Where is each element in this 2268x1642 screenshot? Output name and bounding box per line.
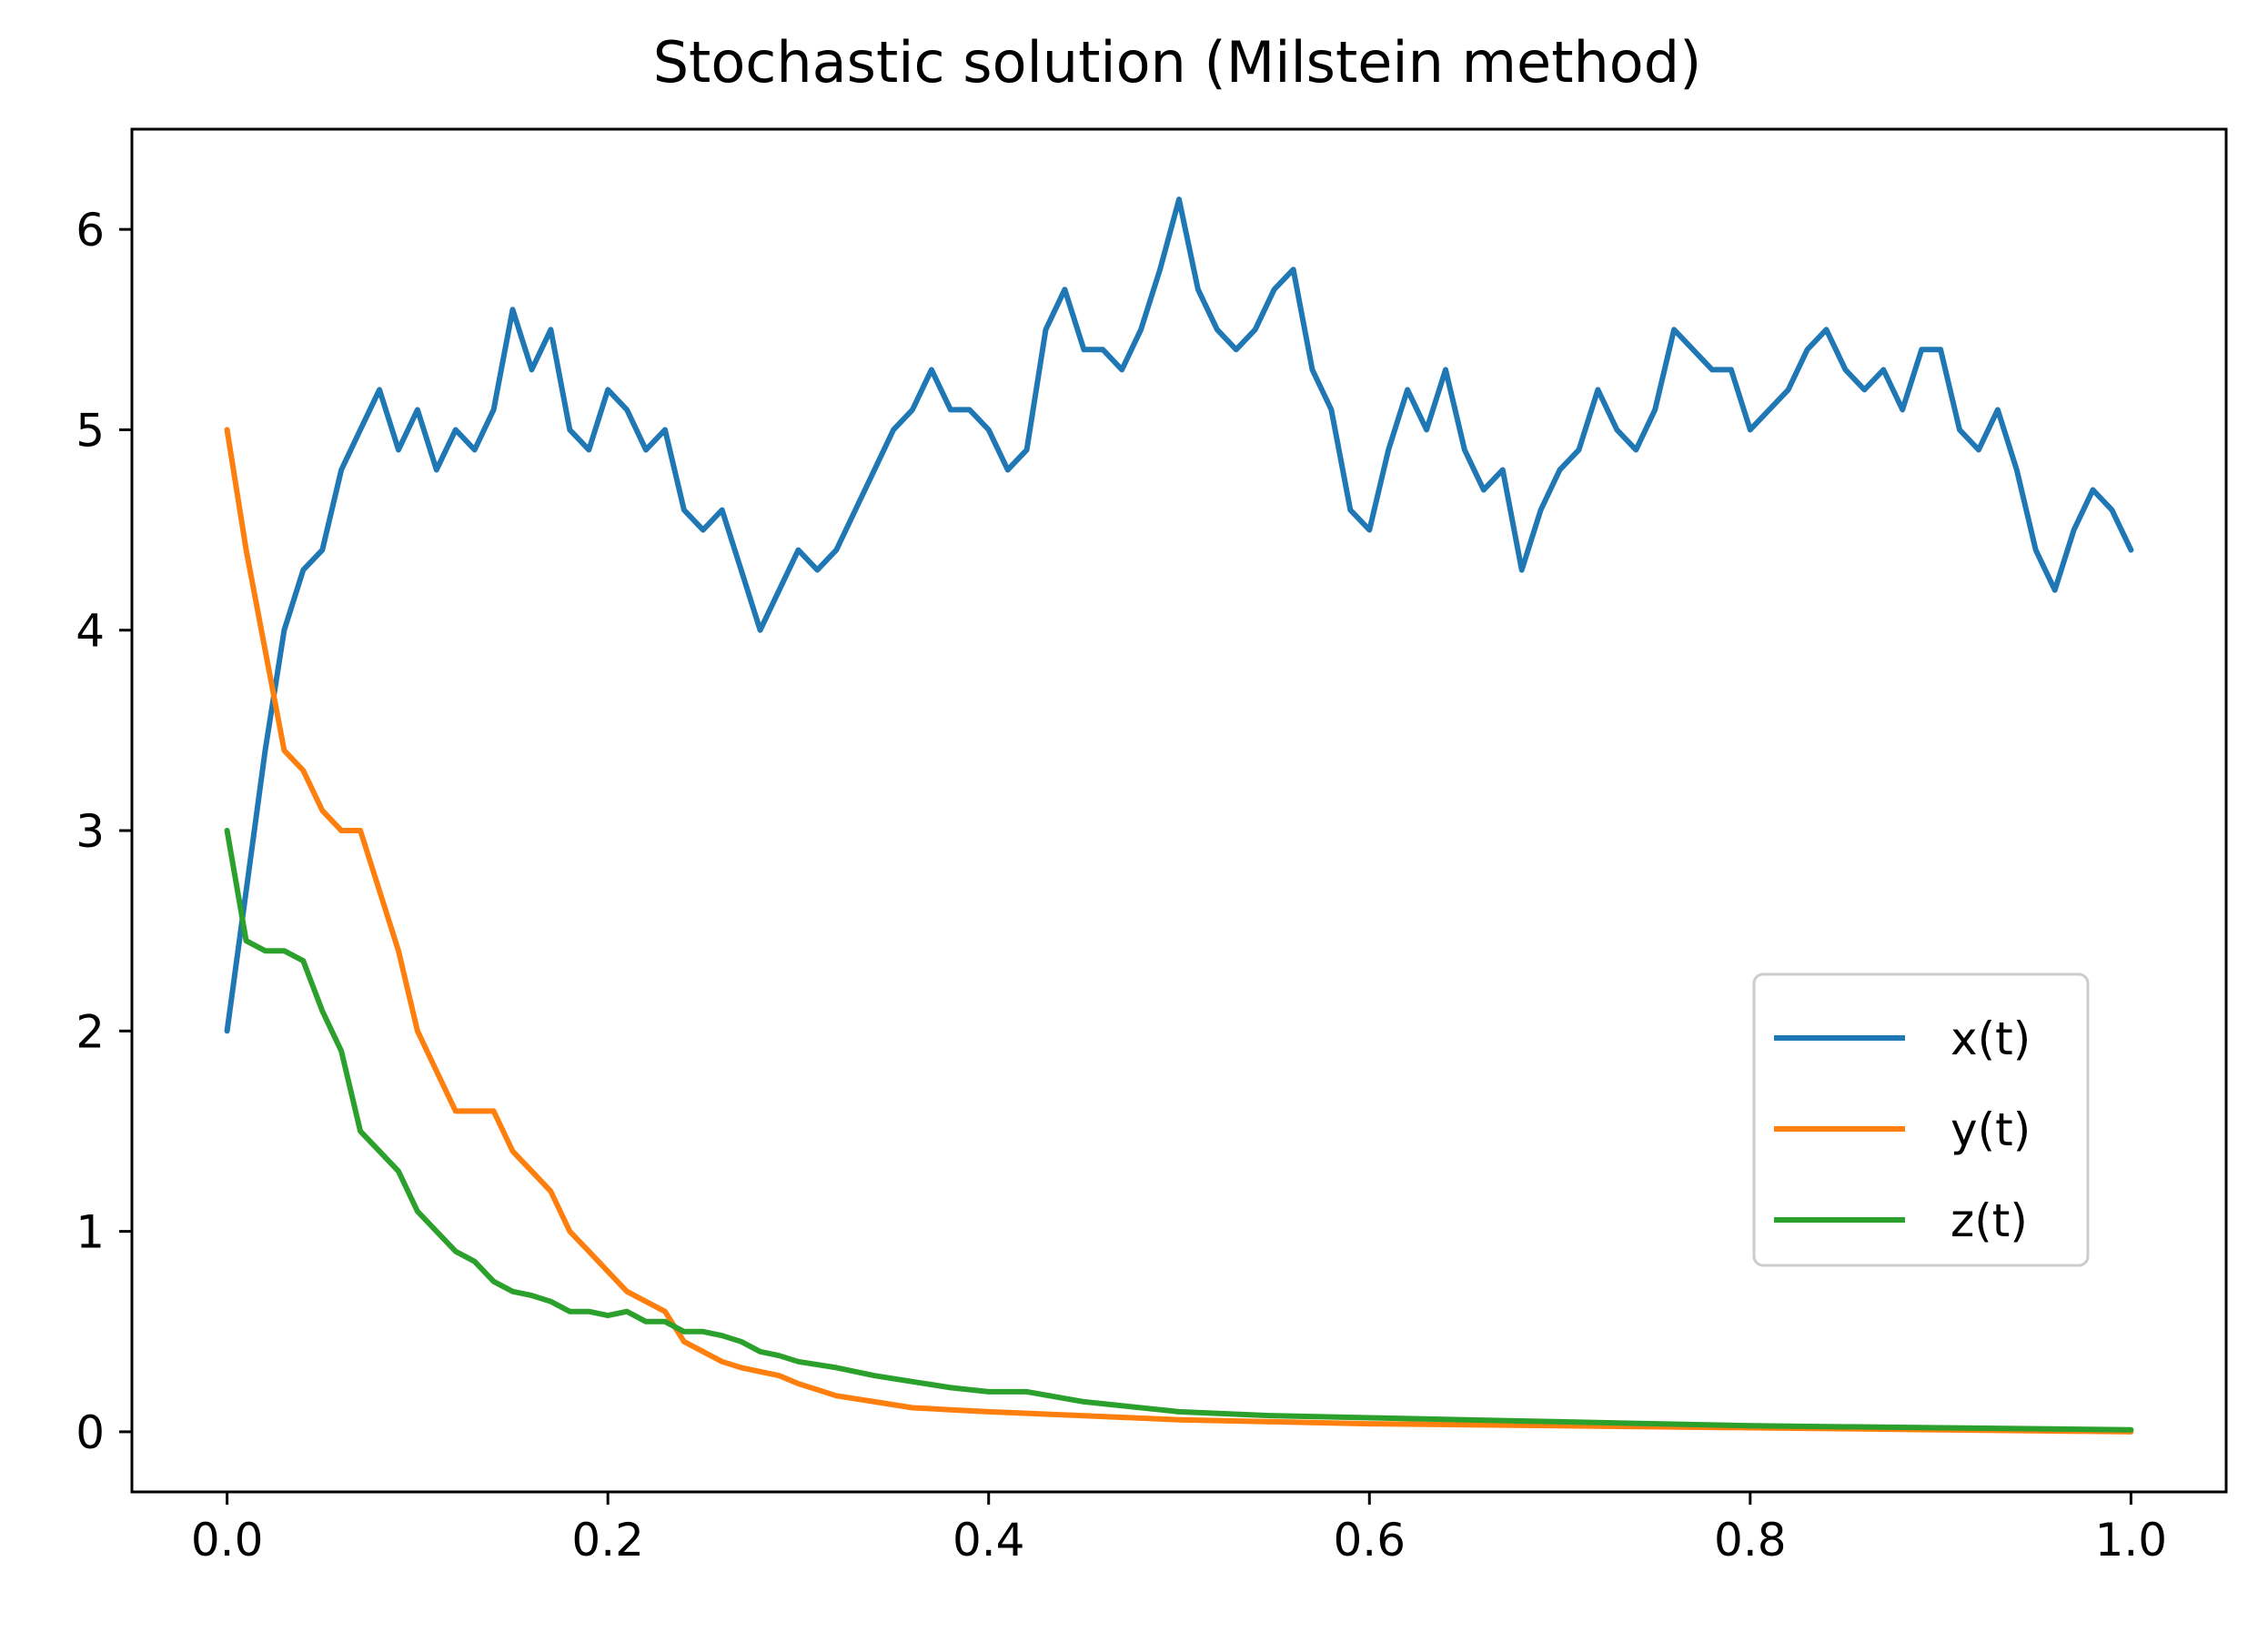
legend-box xyxy=(1752,972,2090,1267)
legend-label-0: x(t) xyxy=(1950,1012,2031,1065)
series-line-2 xyxy=(224,828,2134,1433)
y-tick-label: 3 xyxy=(76,805,105,858)
plot-frame xyxy=(130,127,2228,1494)
y-tick-label: 1 xyxy=(76,1206,105,1259)
y-tick-label: 2 xyxy=(76,1005,105,1058)
x-tick-label: 0.6 xyxy=(1334,1514,1406,1566)
x-tick-label: 0.2 xyxy=(571,1514,644,1566)
plot-lines xyxy=(224,196,2134,1435)
legend: x(t) y(t) z(t) xyxy=(1752,972,2090,1267)
y-tick-label: 5 xyxy=(76,404,105,457)
x-axis: 0.0 0.2 0.4 0.6 0.8 1.0 xyxy=(191,1492,2167,1566)
y-tick-label: 4 xyxy=(76,605,105,658)
chart-title: Stochastic solution (Milstein method) xyxy=(653,29,1702,96)
y-tick-label: 6 xyxy=(76,204,105,257)
legend-label-2: z(t) xyxy=(1950,1194,2028,1247)
x-tick-label: 0.8 xyxy=(1714,1514,1787,1566)
series-line-0 xyxy=(224,196,2134,1034)
y-tick-label: 0 xyxy=(76,1406,105,1459)
series-line-1 xyxy=(224,427,2134,1435)
x-tick-label: 0.4 xyxy=(953,1514,1025,1566)
x-tick-label: 1.0 xyxy=(2095,1514,2168,1566)
x-tick-label: 0.0 xyxy=(191,1514,264,1566)
y-axis: 0 1 2 3 4 5 6 xyxy=(76,204,132,1459)
legend-label-1: y(t) xyxy=(1950,1103,2031,1156)
